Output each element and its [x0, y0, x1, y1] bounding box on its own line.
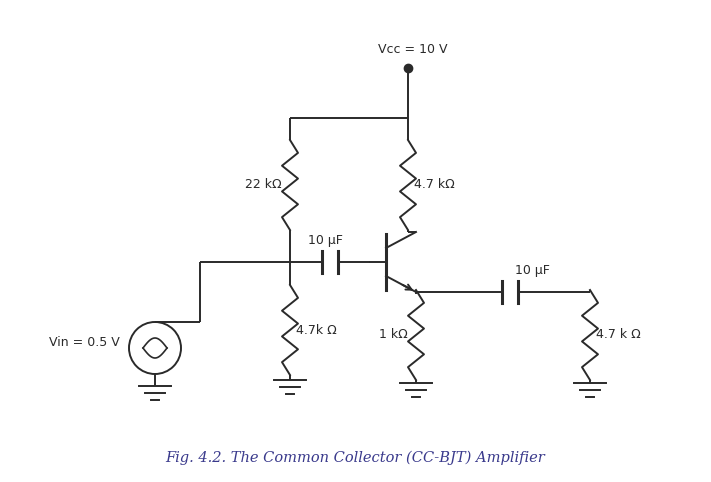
Text: 4.7 kΩ: 4.7 kΩ [414, 178, 455, 191]
Text: 4.7k Ω: 4.7k Ω [296, 323, 337, 336]
Text: 10 μF: 10 μF [515, 264, 550, 277]
Text: Vin = 0.5 V: Vin = 0.5 V [49, 336, 120, 349]
Text: 22 kΩ: 22 kΩ [245, 178, 282, 191]
Text: 4.7 k Ω: 4.7 k Ω [596, 329, 641, 342]
Text: 1 kΩ: 1 kΩ [379, 329, 408, 342]
Text: 10 μF: 10 μF [308, 234, 343, 247]
Text: Fig. 4.2. The Common Collector (CC-BJT) Amplifier: Fig. 4.2. The Common Collector (CC-BJT) … [166, 451, 545, 465]
Text: Vcc = 10 V: Vcc = 10 V [378, 43, 448, 56]
